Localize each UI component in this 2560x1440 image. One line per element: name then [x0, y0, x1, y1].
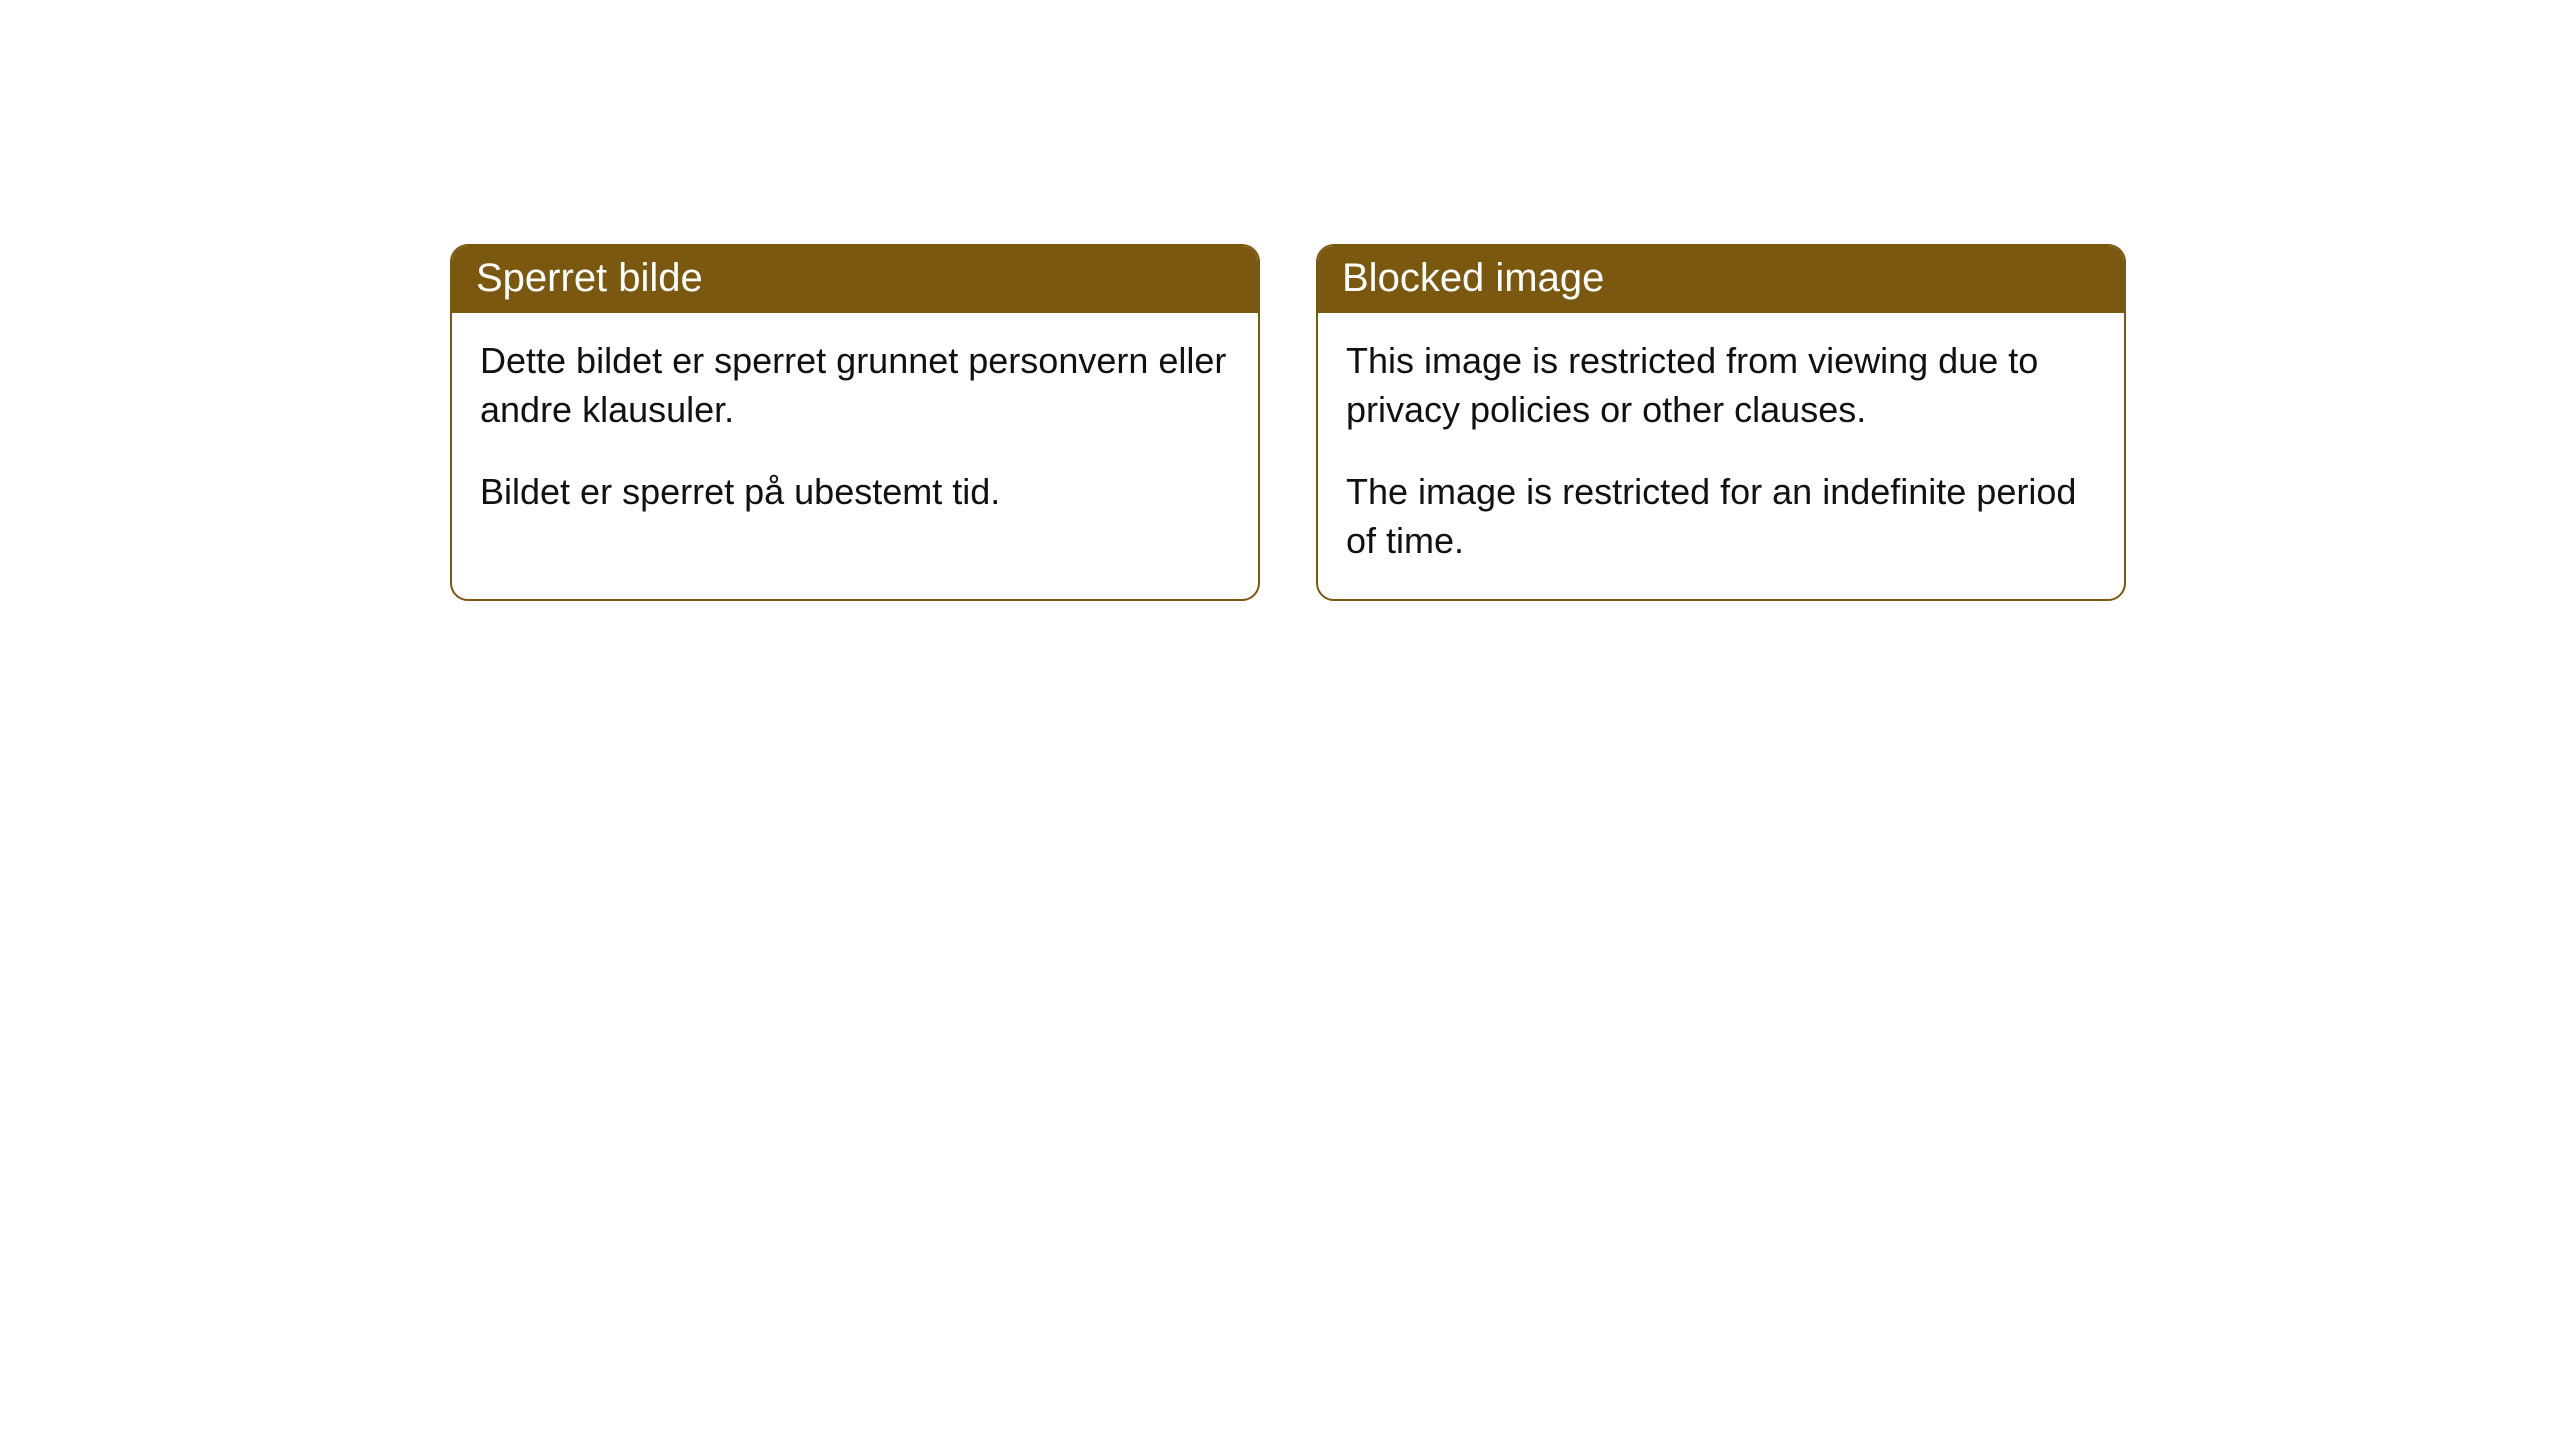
- card-body: Dette bildet er sperret grunnet personve…: [452, 313, 1258, 551]
- card-body: This image is restricted from viewing du…: [1318, 313, 2124, 599]
- card-header: Sperret bilde: [452, 246, 1258, 313]
- card-paragraph: The image is restricted for an indefinit…: [1346, 468, 2096, 565]
- card-title: Blocked image: [1342, 256, 1604, 300]
- card-paragraph: This image is restricted from viewing du…: [1346, 337, 2096, 434]
- notice-card-english: Blocked image This image is restricted f…: [1316, 244, 2126, 601]
- notice-card-norwegian: Sperret bilde Dette bildet er sperret gr…: [450, 244, 1260, 601]
- card-title: Sperret bilde: [476, 256, 703, 300]
- card-paragraph: Dette bildet er sperret grunnet personve…: [480, 337, 1230, 434]
- card-paragraph: Bildet er sperret på ubestemt tid.: [480, 468, 1230, 517]
- card-header: Blocked image: [1318, 246, 2124, 313]
- notice-cards-container: Sperret bilde Dette bildet er sperret gr…: [450, 244, 2126, 601]
